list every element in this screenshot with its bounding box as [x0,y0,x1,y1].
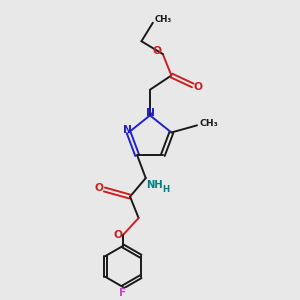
Text: NH: NH [146,180,163,190]
Text: O: O [193,82,202,92]
Text: N: N [123,125,132,135]
Text: F: F [119,288,127,298]
Text: H: H [162,185,169,194]
Text: O: O [95,183,104,193]
Text: O: O [113,230,122,240]
Text: CH₃: CH₃ [154,15,172,24]
Text: CH₃: CH₃ [200,119,218,128]
Text: N: N [146,107,154,118]
Text: O: O [153,46,162,56]
